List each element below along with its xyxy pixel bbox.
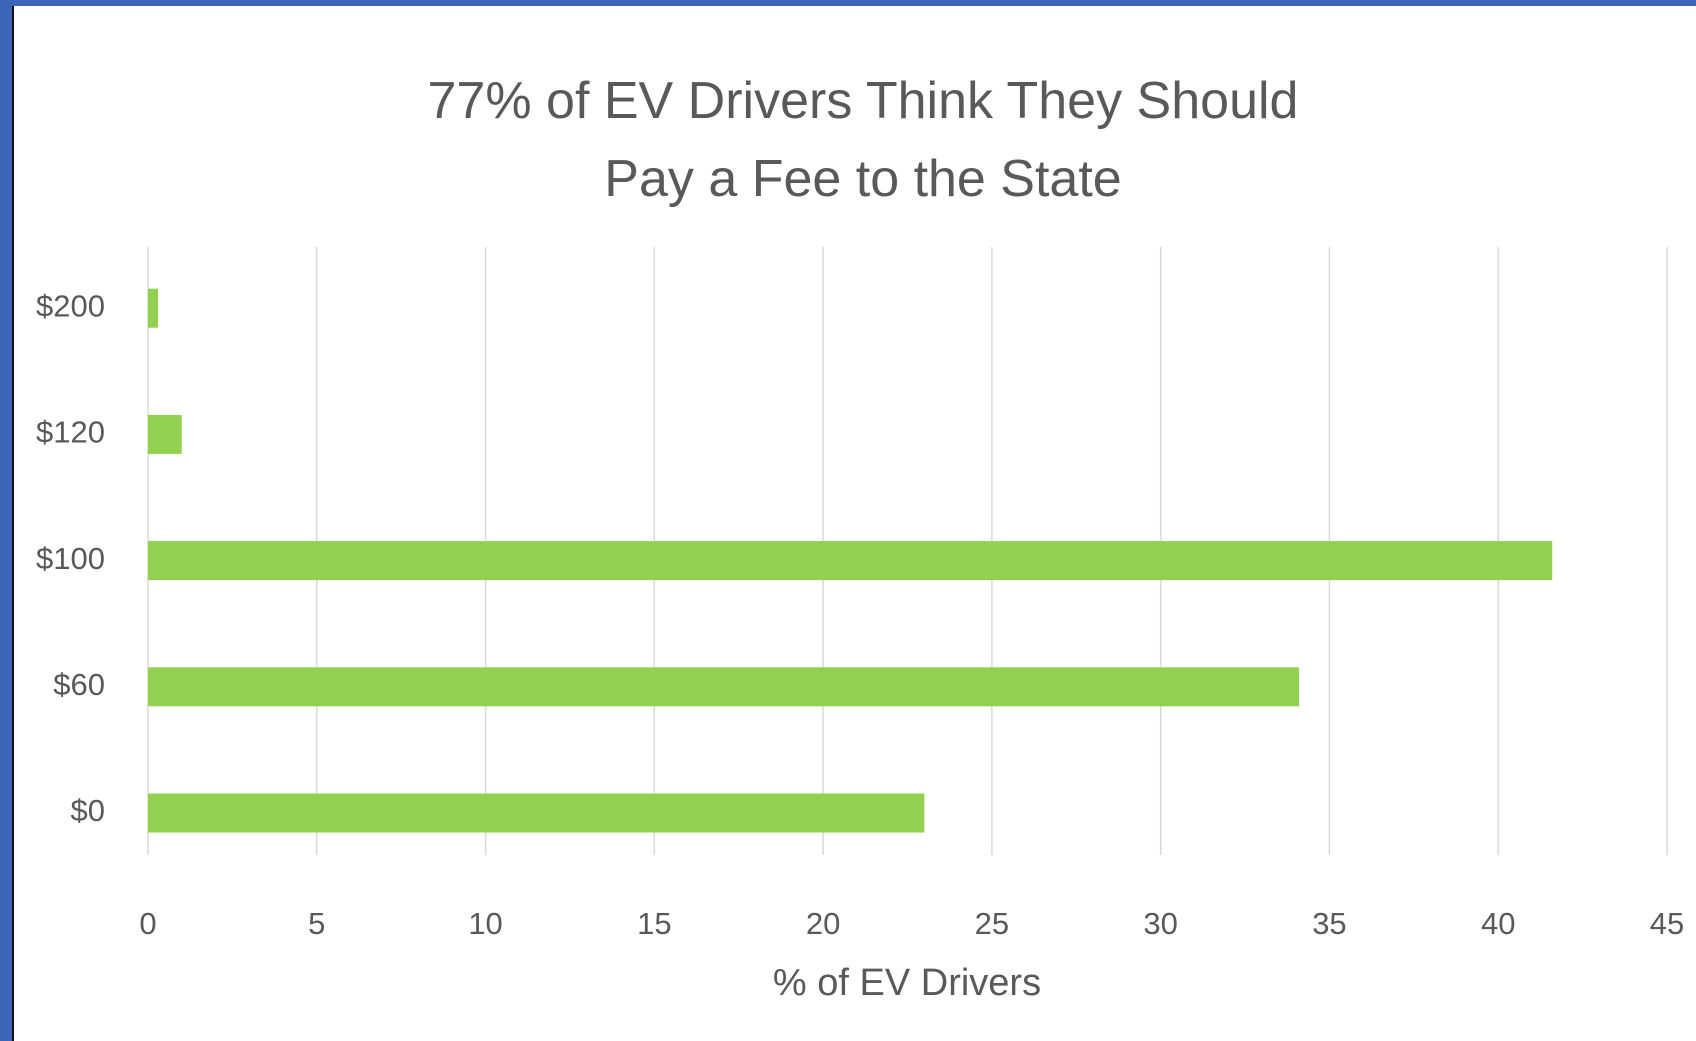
y-tick-label: $120 — [36, 415, 105, 450]
x-tick-label: 40 — [1481, 906, 1515, 941]
chart-title: 77% of EV Drivers Think They Should Pay … — [427, 72, 1299, 208]
x-tick-label: 45 — [1650, 906, 1684, 941]
bar — [148, 541, 1553, 581]
x-tick-label: 10 — [468, 906, 502, 941]
y-tick-label: $200 — [36, 288, 105, 323]
y-tick-label: $0 — [71, 793, 105, 828]
x-tick-label: 5 — [308, 906, 325, 941]
bar — [148, 667, 1300, 707]
y-tick-label: $60 — [53, 667, 105, 702]
bar — [148, 414, 182, 454]
x-tick-label: 25 — [975, 906, 1009, 941]
bar — [148, 793, 925, 833]
x-tick-label: 20 — [806, 906, 840, 941]
x-tick-label: 0 — [139, 906, 156, 941]
x-tick-label: 30 — [1143, 906, 1177, 941]
bar — [148, 288, 159, 328]
y-tick-label: $100 — [36, 541, 105, 576]
x-tick-label: 35 — [1312, 906, 1346, 941]
x-axis-label: % of EV Drivers — [773, 962, 1041, 1004]
x-tick-label: 15 — [637, 906, 671, 941]
